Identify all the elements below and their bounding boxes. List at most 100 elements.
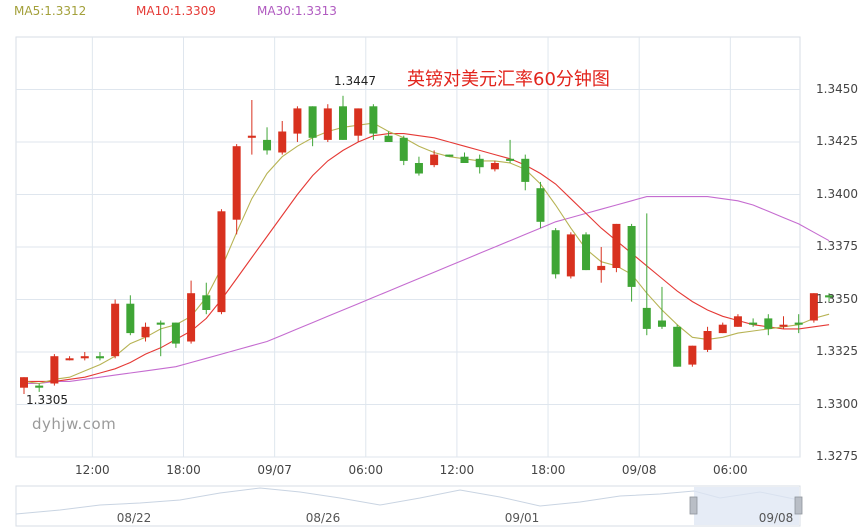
candle: [80, 352, 89, 361]
candle-body: [445, 154, 454, 157]
candle: [20, 377, 28, 394]
candle: [156, 320, 165, 357]
candle-body: [582, 234, 591, 271]
y-tick-label: 1.3325: [816, 344, 858, 358]
candle: [597, 247, 606, 283]
legend-ma30: MA30:1.3313: [257, 4, 337, 18]
candle: [642, 213, 651, 336]
candle-body: [460, 156, 469, 163]
candle: [825, 293, 834, 302]
candle: [50, 354, 59, 386]
candle: [460, 152, 469, 163]
navigator-handle-right[interactable]: [794, 496, 803, 515]
ma5-layer: [23, 122, 830, 385]
ma10-line: [24, 133, 830, 382]
watermark: dyhjw.com: [32, 415, 117, 433]
ma10-layer: [24, 133, 830, 382]
candle-body: [566, 234, 575, 277]
candle-body: [536, 188, 545, 222]
navigator-frame[interactable]: [15, 485, 801, 527]
candle-body: [141, 326, 150, 338]
candle: [703, 326, 712, 352]
candle: [247, 100, 256, 155]
candle: [521, 154, 530, 191]
candle-body: [612, 223, 621, 268]
candle: [111, 299, 120, 359]
navigator-label: 09/08: [758, 511, 794, 525]
candle-body: [20, 377, 28, 388]
candle-body: [490, 163, 499, 170]
candle-body: [506, 158, 515, 161]
gridlines: [16, 37, 800, 458]
candle-body: [657, 320, 666, 327]
candle-body: [475, 158, 484, 168]
candle: [278, 121, 287, 155]
candle-body: [80, 356, 89, 359]
candle-body: [65, 358, 74, 361]
y-tick-label: 1.3425: [816, 134, 858, 148]
candle: [688, 345, 697, 367]
y-tick-label: 1.3450: [816, 81, 858, 96]
candle: [338, 95, 347, 140]
candle-body: [278, 131, 287, 153]
candles: [20, 95, 834, 394]
candle: [384, 131, 393, 142]
x-tick-label: 06:00: [713, 463, 748, 477]
candle: [354, 108, 363, 142]
candle-body: [384, 135, 393, 142]
legend-ma10: MA10:1.3309: [136, 4, 216, 18]
candle-body: [308, 106, 317, 138]
y-tick-label: 1.3300: [816, 396, 858, 411]
candle: [308, 106, 317, 147]
x-tick-label: 18:00: [166, 463, 201, 477]
ma30-layer: [24, 196, 830, 385]
candle-body: [232, 146, 241, 220]
y-tick-label: 1.3275: [816, 449, 858, 463]
x-tick-label: 12:00: [439, 463, 475, 477]
x-tick-label: 12:00: [75, 463, 110, 477]
candle-body: [293, 108, 302, 134]
candle: [414, 156, 423, 176]
candle-body: [354, 108, 363, 136]
candle: [263, 127, 272, 155]
candle: [657, 286, 666, 329]
candle-body: [217, 211, 226, 313]
candle: [794, 314, 803, 334]
candle: [430, 150, 439, 168]
navigator-label: 09/01: [504, 511, 540, 525]
candle-body: [126, 303, 135, 334]
candle: [809, 293, 818, 323]
x-tick-label: 09/08: [621, 463, 657, 477]
candle-body: [688, 345, 697, 365]
navigator-label: 08/26: [305, 511, 341, 525]
candle: [65, 356, 74, 361]
navigator-handle-left[interactable]: [689, 496, 698, 515]
candle: [718, 322, 727, 334]
legend-ma5: MA5:1.3312: [14, 4, 87, 18]
candle: [490, 160, 499, 172]
candle-body: [95, 356, 104, 359]
candle-body: [202, 295, 211, 310]
candle: [475, 154, 484, 174]
candle: [506, 139, 515, 163]
navigator-label: 08/22: [116, 511, 152, 525]
candle-body: [430, 154, 439, 166]
candle-body: [703, 331, 712, 350]
candle-body: [809, 293, 818, 321]
candle-body: [673, 326, 682, 367]
candle: [673, 324, 682, 367]
candle: [35, 383, 44, 392]
candle: [445, 154, 454, 157]
navigator-window[interactable]: [694, 487, 799, 525]
candle-body: [521, 158, 530, 182]
candle-body: [825, 295, 834, 298]
y-tick-label: 1.3350: [816, 291, 858, 306]
chart-title: 英镑对美元汇率60分钟图: [407, 69, 610, 90]
candle-body: [338, 106, 347, 140]
candle: [95, 352, 104, 361]
candle-body: [718, 324, 727, 334]
candle: [779, 316, 788, 329]
candle: [749, 318, 758, 327]
candle-body: [749, 322, 758, 325]
